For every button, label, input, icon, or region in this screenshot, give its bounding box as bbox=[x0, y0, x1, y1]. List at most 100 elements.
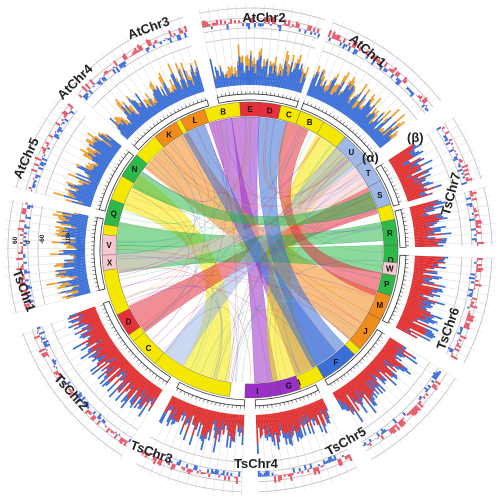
density-bar bbox=[414, 236, 427, 239]
block-b-at bbox=[295, 110, 325, 135]
density-bar bbox=[369, 93, 376, 101]
gc-bar bbox=[467, 294, 473, 298]
density-bar bbox=[86, 326, 105, 337]
block-label-l: L bbox=[192, 116, 197, 125]
density-bar bbox=[100, 134, 120, 150]
gc-bar bbox=[476, 259, 478, 262]
density-bar bbox=[289, 409, 298, 434]
density-bar bbox=[243, 70, 246, 74]
density-bar bbox=[414, 257, 444, 261]
gc-bar bbox=[338, 39, 342, 42]
gc-bar bbox=[96, 420, 102, 426]
density-bar bbox=[417, 317, 430, 324]
density-bar bbox=[188, 75, 192, 81]
density-bar bbox=[115, 126, 119, 129]
tick bbox=[295, 399, 297, 403]
density-bar bbox=[91, 351, 100, 359]
density-bar bbox=[350, 76, 356, 85]
gc-bar bbox=[190, 469, 194, 473]
density-bar bbox=[370, 400, 376, 407]
gc-bar bbox=[454, 347, 460, 352]
tick bbox=[321, 108, 324, 112]
density-bar bbox=[68, 324, 75, 329]
gc-bar bbox=[428, 387, 431, 390]
density-bar bbox=[434, 243, 438, 246]
density-bar bbox=[121, 101, 126, 106]
density-bar bbox=[182, 78, 191, 97]
density-bar bbox=[56, 210, 63, 214]
gc-bar bbox=[273, 475, 277, 483]
density-bar bbox=[378, 135, 392, 148]
density-bar bbox=[124, 119, 130, 124]
density-bar bbox=[352, 397, 357, 403]
density-bar bbox=[177, 421, 179, 423]
gc-bar bbox=[145, 39, 151, 47]
density-bar bbox=[170, 397, 177, 407]
tick bbox=[94, 216, 98, 218]
density-bar bbox=[431, 224, 435, 227]
density-bar bbox=[170, 419, 175, 425]
gc-bar bbox=[407, 88, 411, 92]
density-bar bbox=[155, 88, 158, 91]
gc-bar bbox=[469, 191, 477, 196]
gc-bar bbox=[418, 400, 422, 404]
gc-bar bbox=[123, 60, 127, 65]
density-bar bbox=[407, 356, 418, 365]
gc-bar bbox=[214, 22, 217, 26]
density-bar bbox=[426, 236, 428, 238]
gc-bar bbox=[450, 142, 454, 146]
density-bar bbox=[414, 233, 443, 238]
density-bar bbox=[418, 166, 422, 170]
density-bar bbox=[345, 383, 362, 406]
density-bar bbox=[390, 379, 398, 387]
density-bar bbox=[136, 113, 146, 124]
gc-bar bbox=[327, 456, 332, 463]
density-bar bbox=[123, 111, 140, 129]
density-bar bbox=[190, 71, 200, 94]
gc-bar bbox=[441, 129, 444, 132]
density-bar bbox=[187, 416, 191, 424]
density-bar bbox=[175, 401, 186, 422]
density-bar bbox=[181, 410, 185, 416]
density-bar bbox=[105, 346, 118, 357]
gc-bar bbox=[388, 68, 392, 72]
density-bar bbox=[76, 248, 86, 250]
gc-bar bbox=[271, 16, 275, 25]
gc-bar bbox=[33, 162, 40, 167]
density-bar bbox=[413, 272, 432, 278]
gc-bar bbox=[50, 358, 52, 361]
gc-bar bbox=[62, 381, 67, 386]
gc-bar bbox=[427, 384, 432, 389]
density-bar bbox=[302, 427, 307, 436]
density-bar bbox=[92, 152, 111, 164]
tick bbox=[363, 141, 367, 144]
gc-bar bbox=[61, 121, 66, 125]
density-bar bbox=[75, 240, 86, 243]
density-bar bbox=[77, 183, 80, 187]
gc-bar bbox=[317, 33, 321, 38]
density-bar bbox=[219, 67, 225, 88]
density-bar bbox=[343, 96, 358, 115]
gc-bar bbox=[123, 439, 127, 443]
density-bar bbox=[413, 268, 435, 273]
density-bar bbox=[89, 334, 92, 337]
tick bbox=[153, 123, 156, 127]
density-bar bbox=[411, 210, 427, 216]
gc-bar bbox=[32, 177, 35, 180]
gc-bar bbox=[33, 179, 38, 183]
tick bbox=[299, 397, 301, 401]
gc-bar bbox=[313, 32, 317, 36]
gc-bar bbox=[292, 467, 296, 473]
gc-bar bbox=[40, 340, 43, 343]
synteny-link bbox=[255, 117, 288, 186]
density-bar bbox=[81, 325, 90, 331]
grid-line bbox=[260, 399, 268, 496]
synteny-link bbox=[134, 181, 193, 317]
density-bar bbox=[270, 413, 275, 439]
gc-bar bbox=[414, 404, 422, 412]
density-bar bbox=[239, 414, 242, 429]
gc-bar bbox=[206, 469, 210, 474]
density-bar bbox=[133, 399, 141, 409]
density-bar bbox=[87, 132, 96, 140]
density-bar bbox=[233, 75, 236, 86]
